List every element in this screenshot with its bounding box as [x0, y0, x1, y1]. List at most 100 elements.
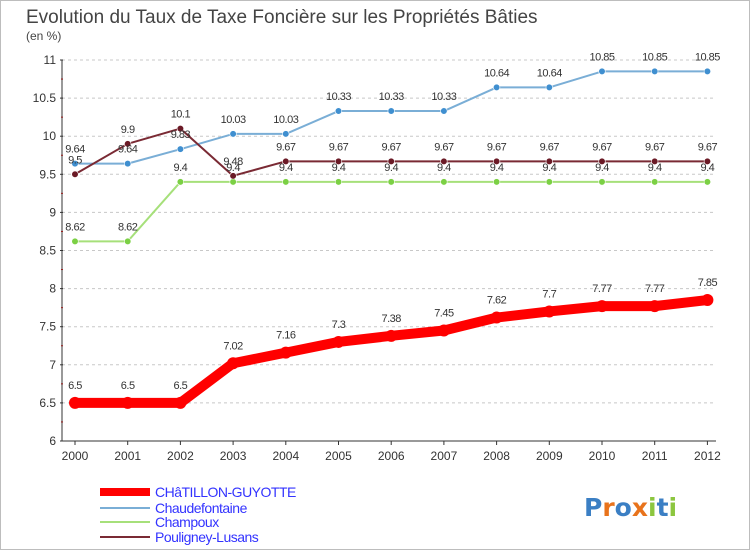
- legend-label: Pouligney-Lusans: [155, 529, 259, 545]
- data-label: 9.4: [490, 162, 504, 174]
- data-label: 9.4: [648, 162, 662, 174]
- x-tick-label: 2007: [431, 449, 458, 463]
- data-point: [440, 107, 448, 115]
- y-tick-label: 8: [49, 282, 56, 296]
- data-point: [545, 83, 553, 92]
- data-point: [334, 157, 343, 165]
- data-point: [279, 346, 292, 359]
- data-label: 9.67: [434, 141, 454, 153]
- data-point: [648, 300, 661, 313]
- legend-label: Champoux: [155, 514, 219, 530]
- data-point: [493, 83, 501, 92]
- data-point: [229, 172, 237, 180]
- data-label: 10.1: [171, 109, 191, 121]
- data-label: 9.4: [174, 162, 188, 174]
- data-label: 9.4: [701, 162, 715, 174]
- logo-letter: i: [669, 493, 678, 522]
- data-label: 10.85: [589, 51, 614, 63]
- data-label: 10.03: [273, 114, 298, 126]
- x-tick-label: 2001: [114, 449, 141, 463]
- data-label: 10.85: [695, 51, 720, 63]
- data-label: 9.64: [65, 144, 85, 156]
- data-label: 10.33: [326, 91, 351, 103]
- data-point: [332, 335, 345, 348]
- legend: CHâTILLON-GUYOTTEChaudefontaineChampouxP…: [100, 484, 297, 545]
- data-label: 9.5: [68, 154, 82, 166]
- data-label: 7.7: [542, 288, 556, 300]
- x-tick-label: 2009: [536, 449, 563, 463]
- data-point: [69, 396, 81, 409]
- data-label: 10.33: [379, 91, 404, 103]
- data-point: [282, 178, 290, 186]
- data-label: 6.5: [68, 380, 82, 392]
- y-tick-label: 9.5: [39, 167, 56, 181]
- data-point: [387, 107, 395, 115]
- data-point: [598, 178, 606, 186]
- data-label: 10.64: [537, 67, 562, 79]
- data-label: 9.4: [595, 162, 609, 174]
- x-tick-label: 2011: [642, 449, 668, 463]
- data-label: 9.67: [645, 141, 665, 153]
- data-point: [598, 67, 606, 76]
- y-tick-label: 8.5: [39, 244, 56, 258]
- x-tick-label: 2002: [167, 449, 194, 463]
- data-point: [124, 140, 132, 148]
- x-tick-label: 2003: [220, 449, 247, 463]
- axis-layer: 6 6.5 7 7.5 8 8.5 9 9.5 10 10.5 11 2000 2001 2002 2003…: [33, 53, 721, 463]
- data-label: 7.77: [592, 283, 612, 295]
- data-point: [545, 157, 553, 165]
- data-point: [334, 107, 343, 115]
- legend-label: CHâTILLON-GUYOTTE: [155, 484, 296, 500]
- data-label: 9.4: [437, 162, 451, 174]
- data-label: 9.67: [698, 141, 718, 153]
- data-label: 7.38: [381, 313, 401, 325]
- y-tick-label: 6.5: [39, 396, 56, 410]
- data-label: 7.85: [698, 277, 718, 289]
- data-point: [440, 157, 448, 165]
- data-point: [437, 324, 450, 337]
- data-point: [124, 160, 132, 168]
- data-label: 9.4: [226, 162, 240, 174]
- data-point: [229, 130, 237, 138]
- y-tick-label: 9: [49, 205, 56, 219]
- data-label: 10.64: [484, 67, 509, 79]
- data-point: [387, 157, 395, 165]
- data-point: [176, 145, 184, 153]
- data-point: [124, 237, 132, 245]
- logo-letter: x: [632, 493, 648, 522]
- y-tick-label: 7.5: [39, 320, 56, 334]
- data-point: [71, 160, 79, 168]
- data-label: 9.83: [171, 129, 191, 141]
- data-point: [440, 178, 448, 186]
- x-tick-label: 2005: [325, 449, 352, 463]
- data-label: 10.33: [431, 91, 456, 103]
- data-point: [651, 67, 659, 76]
- data-label: 9.67: [276, 141, 296, 153]
- data-point: [334, 178, 343, 186]
- data-point: [227, 357, 240, 370]
- data-point: [651, 157, 659, 165]
- x-tick-label: 2006: [378, 449, 405, 463]
- x-tick-label: 2008: [483, 449, 510, 463]
- data-point: [703, 178, 712, 186]
- logo-letter: r: [602, 493, 615, 522]
- data-label: 9.67: [329, 141, 349, 153]
- data-label: 9.67: [540, 141, 560, 153]
- data-point: [174, 396, 187, 409]
- series-line: [74, 180, 709, 243]
- data-label: 9.48: [223, 156, 243, 168]
- data-point: [490, 311, 503, 324]
- data-point: [703, 157, 712, 165]
- data-label: 9.67: [592, 141, 612, 153]
- series-layer: [69, 67, 714, 409]
- logo-letter: o: [615, 493, 632, 522]
- x-tick-label: 2012: [694, 449, 721, 463]
- x-tick-label: 2000: [62, 449, 89, 463]
- x-tick-label: 2004: [272, 449, 299, 463]
- data-label: 6.5: [174, 380, 188, 392]
- data-point: [493, 178, 501, 186]
- data-point: [71, 170, 79, 178]
- data-point: [121, 396, 134, 409]
- data-label: 10.03: [221, 114, 246, 126]
